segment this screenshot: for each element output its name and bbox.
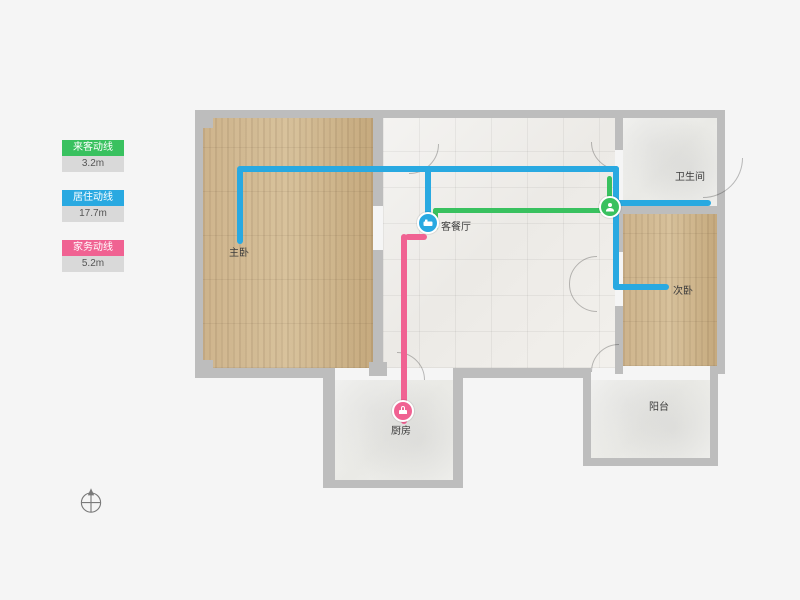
room-master-bedroom [203,118,373,368]
path-living [613,284,669,290]
pillar [195,360,213,378]
legend-value: 5.2m [62,256,124,272]
legend-value: 3.2m [62,156,124,172]
room-second-bedroom [623,214,717,366]
wall [373,250,383,374]
wall [373,114,383,206]
label-master-bedroom: 主卧 [229,244,249,259]
wall [323,480,463,488]
path-living [613,200,711,206]
path-living [613,166,619,290]
legend: 来客动线 3.2m 居住动线 17.7m 家务动线 5.2m [62,140,124,290]
legend-label: 居住动线 [62,190,124,206]
label-balcony: 阳台 [649,398,669,413]
label-bathroom: 卫生间 [675,168,705,183]
room-balcony [590,380,710,460]
marker-guest-icon [599,196,621,218]
wall [195,110,725,118]
legend-label: 家务动线 [62,240,124,256]
wall [195,368,331,378]
wall [583,368,591,466]
path-chore [401,234,407,424]
legend-item-guest: 来客动线 3.2m [62,140,124,172]
wall [615,206,723,214]
wall [583,458,718,466]
wall [710,366,718,466]
legend-item-living: 居住动线 17.7m [62,190,124,222]
floorplan-canvas: 来客动线 3.2m 居住动线 17.7m 家务动线 5.2m [0,0,800,600]
pillar [195,110,213,128]
marker-living-icon [417,212,439,234]
path-living [237,168,243,244]
compass-icon [75,485,107,517]
room-bathroom [623,118,717,206]
legend-label: 来客动线 [62,140,124,156]
path-chore [405,234,427,240]
pillar [369,362,387,376]
wall [453,368,463,488]
wall [323,368,335,488]
label-living-dining: 客餐厅 [441,218,471,233]
marker-chore-icon [392,400,414,422]
path-guest [433,208,611,213]
legend-item-chore: 家务动线 5.2m [62,240,124,272]
wall [717,110,725,374]
wall [195,110,203,378]
legend-value: 17.7m [62,206,124,222]
label-kitchen: 厨房 [391,422,411,437]
floorplan: 主卧 客餐厅 卫生间 次卧 厨房 阳台 [195,110,725,490]
wall [457,368,583,378]
label-second-bedroom: 次卧 [673,282,693,297]
